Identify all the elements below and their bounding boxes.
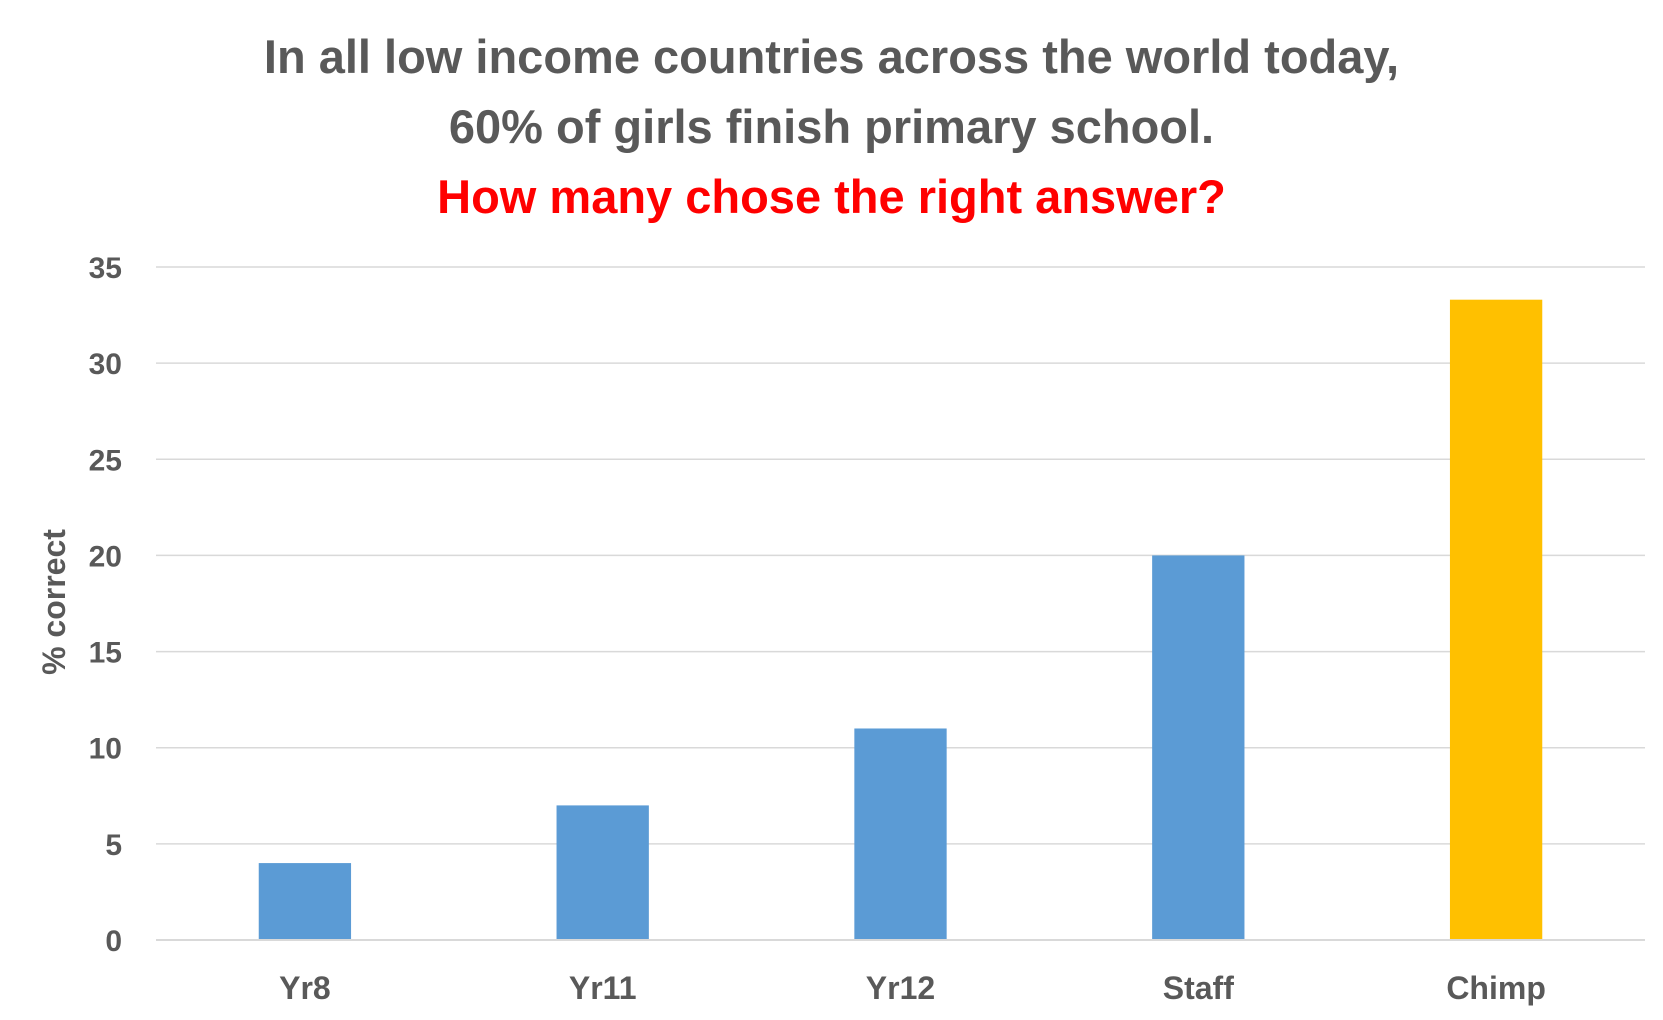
y-axis-title: % correct: [36, 529, 72, 675]
bar-yr12: [854, 728, 947, 940]
x-tick-label: Yr12: [866, 970, 935, 1006]
bar-yr11: [556, 805, 649, 940]
y-tick-label: 25: [89, 444, 122, 477]
chart-title-line-1: In all low income countries across the w…: [263, 30, 1400, 83]
bars: [258, 299, 1543, 940]
bar-staff: [1152, 555, 1245, 940]
x-tick-label: Yr8: [279, 970, 331, 1006]
y-tick-label: 10: [89, 733, 122, 766]
y-tick-label: 35: [89, 252, 122, 285]
y-tick-label: 5: [105, 829, 122, 862]
bar-yr8: [258, 863, 352, 940]
gridlines: [156, 266, 1645, 845]
y-tick-label: 0: [105, 925, 122, 958]
chart-subtitle: How many chose the right answer?: [437, 170, 1226, 223]
axes: 0 5 10 15 20 25 30 35 Yr8 Yr11 Yr12 Staff Chimp: [89, 252, 1645, 1006]
y-tick-label: 15: [89, 637, 122, 670]
x-tick-label: Chimp: [1446, 970, 1546, 1006]
bar-chimp: [1449, 299, 1543, 940]
x-tick-label: Yr11: [569, 970, 637, 1006]
y-tick-label: 30: [89, 348, 122, 381]
x-tick-label: Staff: [1163, 970, 1234, 1006]
chart-title-line-2: 60% of girls finish primary school.: [448, 100, 1215, 153]
chart-title-block: In all low income countries across the w…: [0, 22, 1663, 232]
y-tick-label: 20: [89, 540, 122, 573]
